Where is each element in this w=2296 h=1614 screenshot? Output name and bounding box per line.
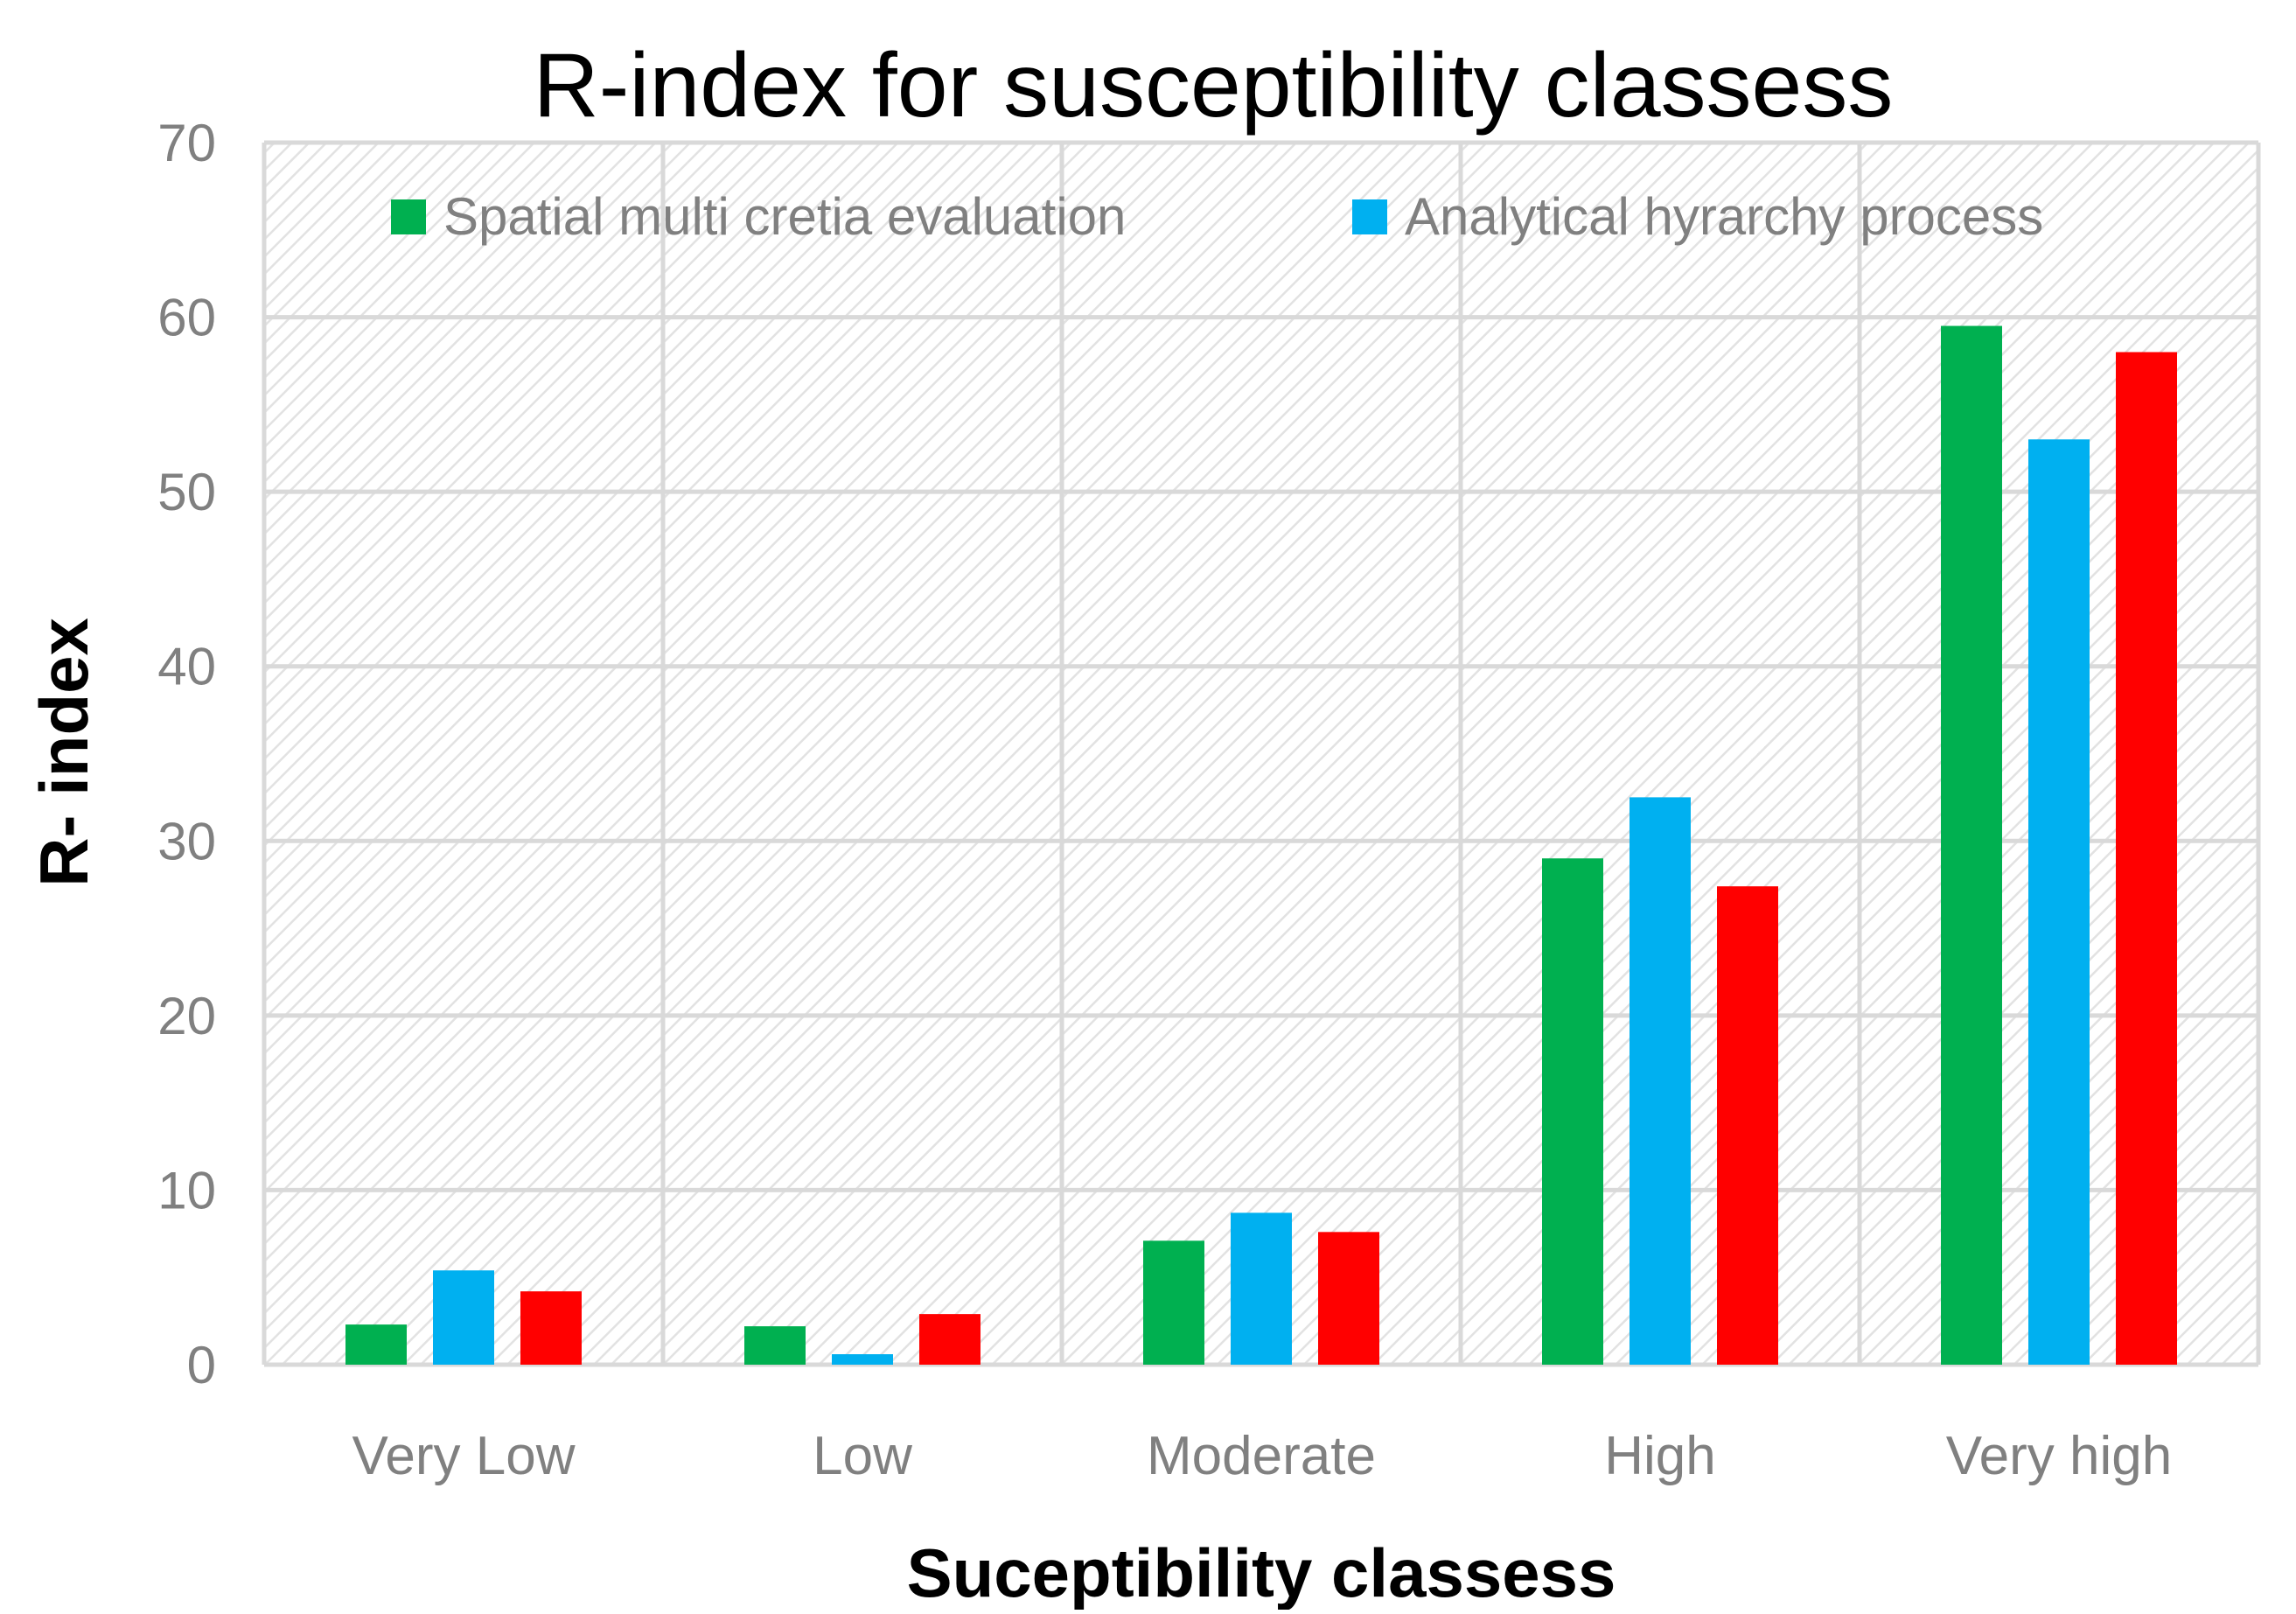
bar <box>832 1354 893 1365</box>
bar <box>1630 797 1691 1365</box>
y-tick-label: 40 <box>157 638 216 696</box>
y-tick-label: 20 <box>157 987 216 1045</box>
y-axis-title: R- index <box>25 618 102 887</box>
bars <box>345 325 2177 1365</box>
bar <box>1542 858 1603 1365</box>
chart-title: R-index for susceptibility classess <box>534 35 1894 136</box>
y-tick-label: 50 <box>157 463 216 521</box>
bar <box>2116 352 2177 1365</box>
bar <box>1231 1212 1292 1365</box>
legend-label: Spatial multi cretia evaluation <box>443 187 1126 246</box>
x-axis-labels: Very Low Low Moderate High Very high <box>352 1426 2172 1486</box>
x-tick-label: Very Low <box>352 1426 575 1486</box>
legend-swatch <box>391 199 426 234</box>
bar <box>1318 1232 1379 1365</box>
legend-label: Analytical hyrarchy process <box>1405 187 2043 246</box>
bar <box>520 1291 582 1365</box>
bar <box>744 1326 806 1365</box>
bar <box>1143 1240 1204 1365</box>
y-tick-label: 30 <box>157 812 216 870</box>
x-tick-label: Low <box>813 1426 912 1486</box>
bar <box>2028 439 2090 1365</box>
x-tick-label: Moderate <box>1147 1426 1376 1486</box>
x-tick-label: High <box>1604 1426 1716 1486</box>
legend-swatch <box>1352 199 1387 234</box>
legend: Spatial multi cretia evaluation Analytica… <box>391 187 2043 246</box>
x-tick-label: Very high <box>1946 1426 2173 1486</box>
bar <box>919 1314 981 1365</box>
y-tick-label: 60 <box>157 289 216 347</box>
plot-area <box>264 143 2258 1365</box>
y-tick-label: 70 <box>157 114 216 172</box>
bar <box>1941 325 2002 1365</box>
y-tick-label: 10 <box>157 1161 216 1219</box>
bar <box>345 1324 407 1365</box>
y-axis-ticks: 0 10 20 30 40 50 60 70 <box>157 114 216 1394</box>
bar <box>1717 886 1778 1365</box>
y-tick-label: 0 <box>187 1336 216 1394</box>
bar <box>433 1270 494 1365</box>
x-axis-title: Suceptibility classess <box>907 1534 1616 1610</box>
